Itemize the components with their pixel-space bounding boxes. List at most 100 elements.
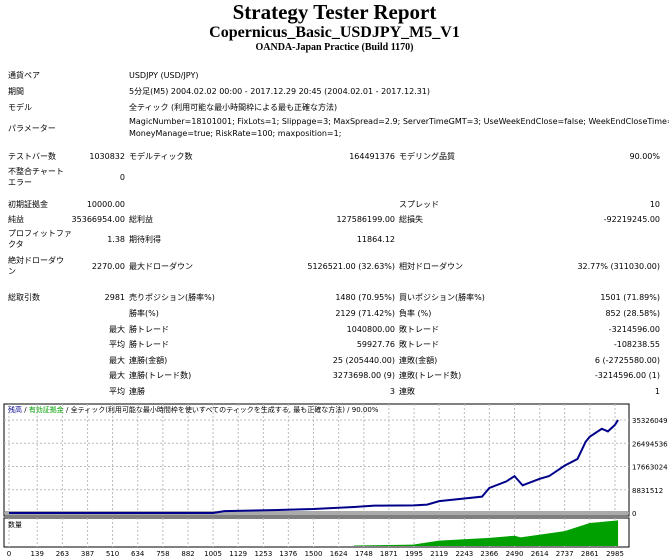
- period-value: 5分足(M5) 2004.02.02 00:00 - 2017.12.29 20…: [129, 87, 431, 96]
- x-tick-label: 1748: [355, 550, 373, 558]
- pf-label2: クタ: [8, 240, 24, 249]
- x-tick-label: 2366: [480, 550, 498, 558]
- loss-label: 負率 (%): [399, 309, 432, 318]
- acl-label: 連敗: [399, 387, 415, 396]
- mismatch-value: 0: [119, 173, 125, 182]
- gross-loss-value: -92219245.00: [603, 215, 660, 224]
- legend-sep: /: [22, 406, 29, 414]
- x-tick-label: 139: [31, 550, 44, 558]
- legend-model: 全ティック(利用可能な最小時間枠を使いすべてのティックを生成する, 最も正確な方…: [71, 405, 346, 414]
- trades-value: 2981: [104, 293, 125, 302]
- x-tick-label: 2614: [531, 550, 549, 558]
- symbol-label: 通貨ペア: [8, 71, 40, 80]
- gross-profit-label: 総利益: [129, 215, 153, 224]
- model-value: 全ティック (利用可能な最小時間枠による最も正確な方法): [129, 103, 338, 112]
- y-tick-label: 17663024: [632, 464, 668, 472]
- pf-value: 1.38: [107, 235, 125, 244]
- abs-dd-label1: 絶対ドローダウ: [8, 256, 64, 265]
- ll-label: 敗トレード: [399, 325, 439, 334]
- y-tick-label: 35326049: [632, 417, 668, 425]
- net-label: 純益: [8, 215, 24, 224]
- mismatch-label2: エラー: [8, 178, 32, 187]
- max-dd-value: 5126521.00 (32.63%): [307, 262, 395, 271]
- max-value: 最大: [109, 356, 125, 365]
- x-tick-label: 2119: [430, 550, 448, 558]
- legend-sep: /: [345, 406, 352, 414]
- quality-label: モデリング品質: [399, 152, 455, 161]
- al-label: 敗トレード: [399, 340, 439, 349]
- mcw-value: 25 (205440.00): [332, 356, 395, 365]
- abs-dd-value: 2270.00: [91, 262, 125, 271]
- ea-name: Copernicus_Basic_USDJPY_M5_V1: [209, 24, 460, 41]
- mcl-label: 連敗(金額): [399, 356, 438, 365]
- acw-value: 3: [389, 387, 395, 396]
- params-label: パラメーター: [8, 124, 56, 133]
- x-tick-label: 510: [106, 550, 119, 558]
- short-label: 売りポジション(勝率%): [129, 293, 215, 302]
- loss-value: 852 (28.58%): [605, 309, 660, 318]
- balance-chart: 0 139 263 387 510 634 758 882 1005 1129 1253 1376 15…: [3, 403, 668, 558]
- legend-quality: 90.00%: [352, 406, 379, 414]
- x-tick-label: 1995: [405, 550, 423, 558]
- payoff-value: 11864.12: [356, 235, 395, 244]
- x-tick-label: 1129: [229, 550, 247, 558]
- zero-band: [5, 511, 628, 515]
- max-value: 最大: [109, 325, 125, 334]
- y-tick-label: 26494536: [632, 440, 668, 448]
- deposit-label: 初期証拠金: [8, 200, 48, 209]
- x-tick-label: 1005: [204, 550, 222, 558]
- x-tick-label: 2861: [581, 550, 599, 558]
- aw-label: 勝トレード: [129, 340, 169, 349]
- x-tick-label: 2243: [455, 550, 473, 558]
- legend-sep: /: [64, 406, 71, 414]
- legend-equity: 有効証拠金: [29, 405, 64, 414]
- acl-value: 1: [654, 387, 660, 396]
- quality-value: 90.00%: [629, 152, 660, 161]
- long-value: 1501 (71.89%): [600, 293, 660, 302]
- acw-label: 連勝: [129, 387, 145, 396]
- params2-value: MoneyManage=true; RiskRate=100; maxposit…: [129, 129, 342, 138]
- bars-label: テストバー数: [8, 152, 56, 161]
- mcl-value: 6 (-2725580.00): [594, 356, 660, 365]
- gross-profit-value: 127586199.00: [336, 215, 395, 224]
- pf-label1: プロフィットファ: [8, 229, 72, 238]
- mcpl-label: 連敗(トレード数): [399, 371, 462, 380]
- balance-line: [8, 419, 619, 514]
- deposit-value: 10000.00: [86, 200, 125, 209]
- aw-value: 59927.76: [356, 340, 395, 349]
- x-tick-label: 1253: [254, 550, 272, 558]
- mismatch-label1: 不整合チャート: [8, 167, 64, 176]
- y-tick-label: 8831512: [632, 487, 663, 495]
- win-value: 2129 (71.42%): [335, 309, 395, 318]
- abs-dd-label2: ン: [8, 267, 16, 276]
- report-title: Strategy Tester Report: [232, 0, 437, 24]
- chart-legend: 残高 / 有効証拠金 / 全ティック(利用可能な最小時間枠を使いすべてのティック…: [8, 405, 379, 414]
- max-value: 最大: [109, 371, 125, 380]
- long-label: 買いポジション(勝率%): [399, 293, 485, 302]
- x-tick-label: 1376: [279, 550, 297, 558]
- ticks-value: 164491376: [349, 152, 395, 161]
- y-tick-label: 0: [632, 510, 636, 518]
- gross-loss-label: 総損失: [399, 215, 423, 224]
- payoff-label: 期待利得: [129, 235, 161, 244]
- trades-label: 総取引数: [8, 293, 40, 302]
- max-dd-label: 最大ドローダウン: [129, 262, 193, 271]
- lw-label: 勝トレード: [129, 325, 169, 334]
- period-label: 期間: [8, 87, 24, 96]
- short-value: 1480 (70.95%): [335, 293, 395, 302]
- volume-label: 数量: [8, 520, 22, 529]
- plot-frame: [3, 403, 630, 517]
- x-tick-label: 1624: [330, 550, 348, 558]
- x-tick-label: 0: [7, 550, 11, 558]
- x-tick-label: 2737: [556, 550, 574, 558]
- spread-value: 10: [649, 200, 660, 209]
- x-tick-label: 2490: [506, 550, 524, 558]
- lw-value: 1040800.00: [346, 325, 395, 334]
- spread-label: スプレッド: [399, 200, 439, 209]
- rel-dd-value: 32.77% (311030.00): [577, 262, 660, 271]
- ll-value: -3214596.00: [608, 325, 660, 334]
- x-tick-label: 634: [131, 550, 145, 558]
- bars-value: 1030832: [89, 152, 125, 161]
- mcpl-value: -3214596.00 (1): [594, 371, 660, 380]
- params1-value: MagicNumber=18101001; FixLots=1; Slippag…: [129, 117, 669, 126]
